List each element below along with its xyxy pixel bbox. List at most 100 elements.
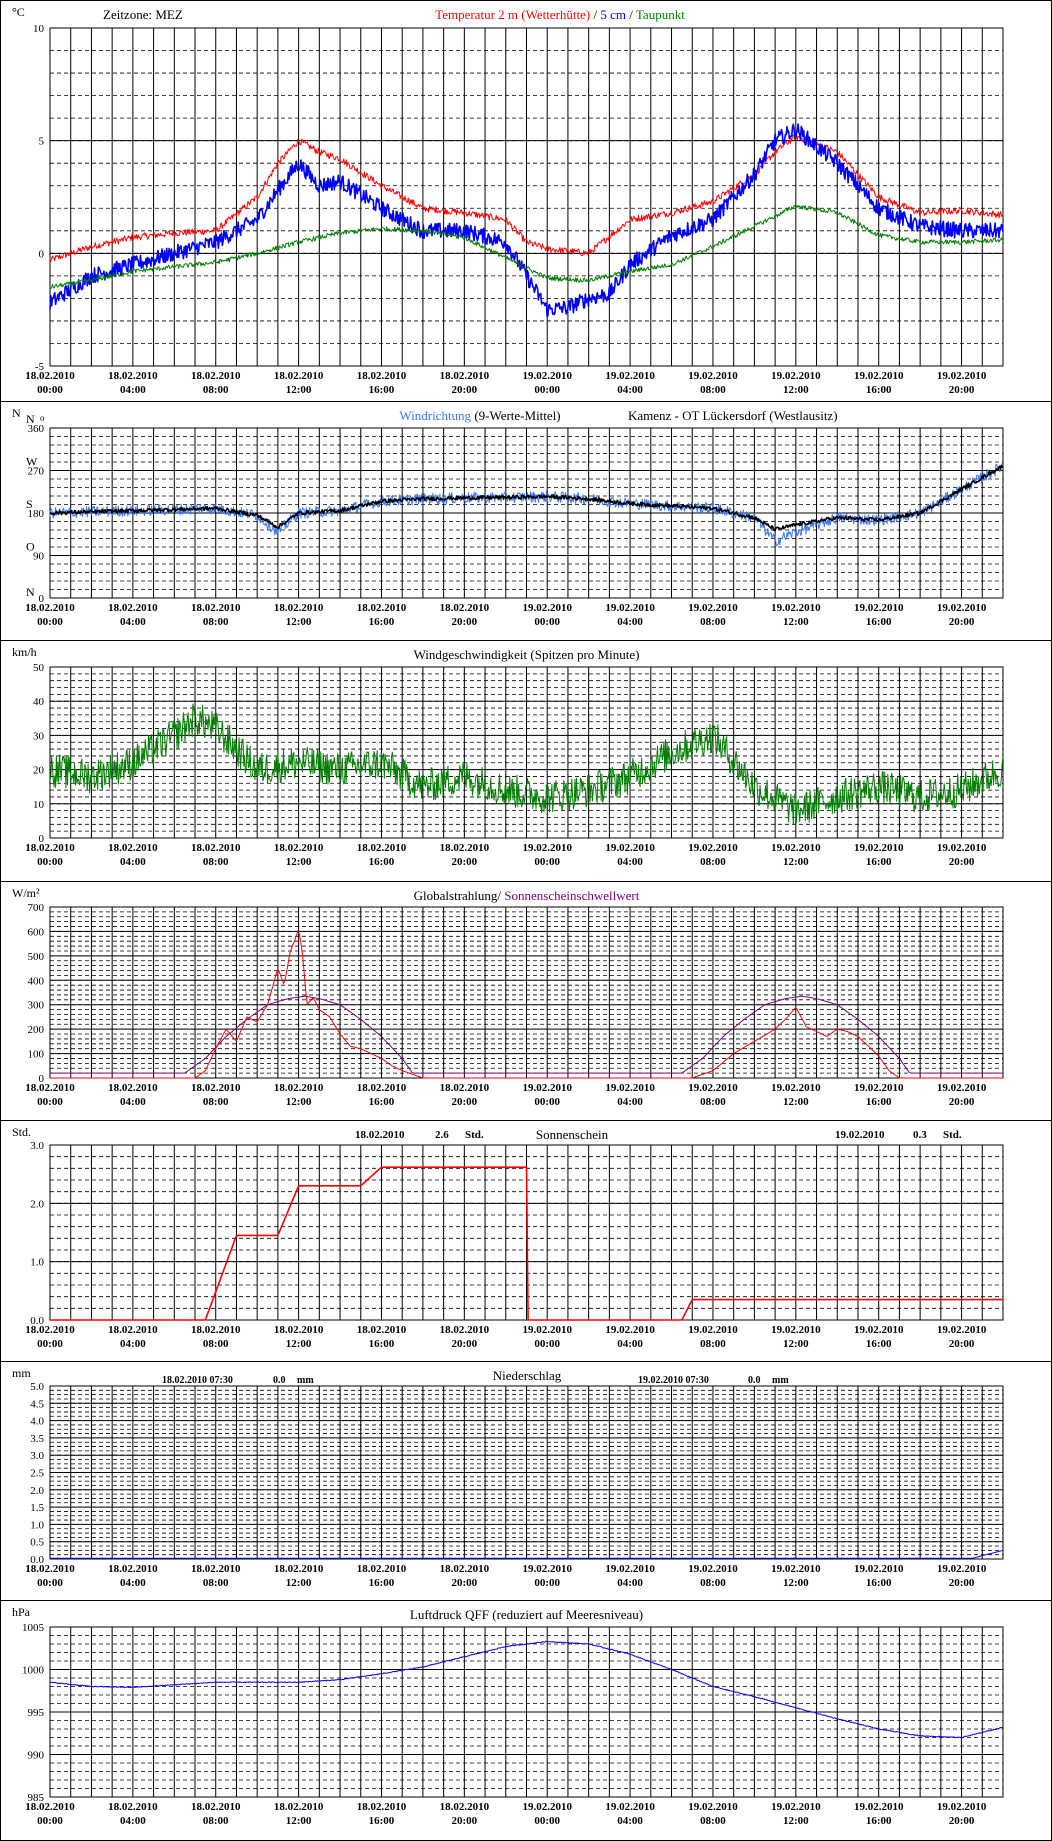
x-tick-date: 19.02.2010 [605,1324,655,1336]
y-tick-label: -5 [35,361,45,373]
plot-frame [49,666,1004,839]
x-tick-date: 18.02.2010 [191,842,241,854]
x-tick-time: 12:00 [783,1815,809,1827]
x-tick-time: 16:00 [369,1338,395,1350]
x-tick-time: 08:00 [700,384,726,396]
x-tick-date: 18.02.2010 [440,842,490,854]
x-tick-time: 04:00 [120,1338,146,1350]
x-tick-date: 19.02.2010 [688,1082,738,1094]
x-tick-date: 19.02.2010 [771,842,821,854]
x-tick-time: 12:00 [286,384,312,396]
x-tick-date: 18.02.2010 [274,1563,324,1575]
sun-day2-value: 0.3 [913,1129,927,1141]
x-tick-time: 08:00 [203,1815,229,1827]
y-tick-label: 30 [33,730,45,742]
series-dew [49,204,1004,289]
x-tick-date: 18.02.2010 [191,1563,241,1575]
x-tick-time: 00:00 [37,1815,63,1827]
x-tick-time: 12:00 [783,616,809,628]
x-tick-time: 08:00 [700,856,726,868]
y-tick-label: 0.0 [30,1315,44,1327]
y-tick-label: 500 [28,951,45,963]
x-tick-date: 18.02.2010 [357,1563,407,1575]
x-tick-date: 19.02.2010 [937,602,987,614]
x-tick-time: 20:00 [452,856,478,868]
x-tick-date: 18.02.2010 [357,370,407,382]
series-gust [49,703,1004,825]
series-qff [49,1640,1004,1739]
sun-day1-value: 2.6 [435,1129,449,1141]
plot-frame [49,1626,1004,1798]
y-tick-label: 2.0 [30,1485,44,1497]
y-tick-label: 2.0 [30,1198,44,1210]
x-tick-date: 19.02.2010 [522,1324,572,1336]
x-tick-time: 04:00 [617,856,643,868]
wind-dir-label: S [26,497,33,511]
x-tick-time: 12:00 [783,1096,809,1108]
x-tick-date: 19.02.2010 [771,1563,821,1575]
y-tick-label: 0 [39,248,45,260]
x-tick-time: 04:00 [120,1096,146,1108]
x-tick-date: 19.02.2010 [605,370,655,382]
title-part: Niederschlag [493,1368,562,1383]
x-tick-time: 08:00 [700,1338,726,1350]
x-tick-date: 18.02.2010 [191,602,241,614]
x-tick-date: 18.02.2010 [108,1324,158,1336]
x-tick-time: 20:00 [452,1577,478,1589]
x-tick-date: 18.02.2010 [25,370,75,382]
x-tick-time: 08:00 [700,616,726,628]
x-tick-time: 04:00 [120,856,146,868]
wind-dir-label: N [26,585,35,599]
y-tick-label: 300 [28,1000,45,1012]
y-tick-label: 180 [28,508,45,520]
x-tick-date: 18.02.2010 [25,842,75,854]
x-tick-time: 08:00 [203,1338,229,1350]
x-tick-date: 19.02.2010 [937,842,987,854]
x-tick-date: 18.02.2010 [274,602,324,614]
x-tick-date: 19.02.2010 [771,1082,821,1094]
x-tick-time: 04:00 [617,384,643,396]
x-tick-date: 19.02.2010 [522,370,572,382]
y-tick-label: 270 [28,466,45,478]
y-tick-label: 40 [33,696,45,708]
x-tick-date: 19.02.2010 [605,1801,655,1813]
title-part: Sonnenscheinschwellwert [504,888,639,903]
title-part: Taupunkt [636,7,685,22]
x-tick-date: 18.02.2010 [440,1082,490,1094]
y-tick-label: 50 [33,662,45,674]
timezone-label: Zeitzone: MEZ [103,7,183,22]
x-tick-date: 18.02.2010 [108,1082,158,1094]
panel-5: 3.02.01.00.018.02.201000:0018.02.201004:… [0,1120,1052,1350]
x-tick-date: 19.02.2010 [937,370,987,382]
panel-6: 5.04.54.03.53.02.52.01.51.00.50.018.02.2… [0,1361,1052,1589]
y-tick-label: 700 [28,902,45,914]
x-tick-time: 12:00 [783,1577,809,1589]
x-tick-date: 19.02.2010 [522,842,572,854]
wind-dir-label: W [26,455,38,469]
x-tick-date: 19.02.2010 [771,602,821,614]
x-tick-date: 19.02.2010 [688,1324,738,1336]
x-tick-time: 04:00 [120,616,146,628]
x-tick-time: 20:00 [949,1338,975,1350]
x-tick-date: 18.02.2010 [357,602,407,614]
x-tick-date: 19.02.2010 [854,1082,904,1094]
wind-dir-label: O [26,540,35,554]
x-tick-time: 16:00 [866,856,892,868]
y-tick-label: 0.0 [30,1554,44,1566]
y-tick-label: 995 [28,1707,45,1719]
unit-label: Std. [12,1125,31,1139]
x-tick-date: 18.02.2010 [274,1082,324,1094]
series-precip [50,1549,1004,1559]
plot-frame [49,1385,1004,1560]
series-global [50,930,1003,1079]
x-tick-date: 19.02.2010 [854,602,904,614]
x-tick-time: 00:00 [534,384,560,396]
x-tick-time: 12:00 [286,1338,312,1350]
x-tick-time: 00:00 [534,1577,560,1589]
x-tick-time: 04:00 [120,384,146,396]
rain-day2-value: 0.0 [748,1375,761,1386]
x-tick-date: 18.02.2010 [357,1801,407,1813]
x-tick-date: 19.02.2010 [688,842,738,854]
x-tick-date: 18.02.2010 [274,842,324,854]
x-tick-date: 18.02.2010 [25,1801,75,1813]
